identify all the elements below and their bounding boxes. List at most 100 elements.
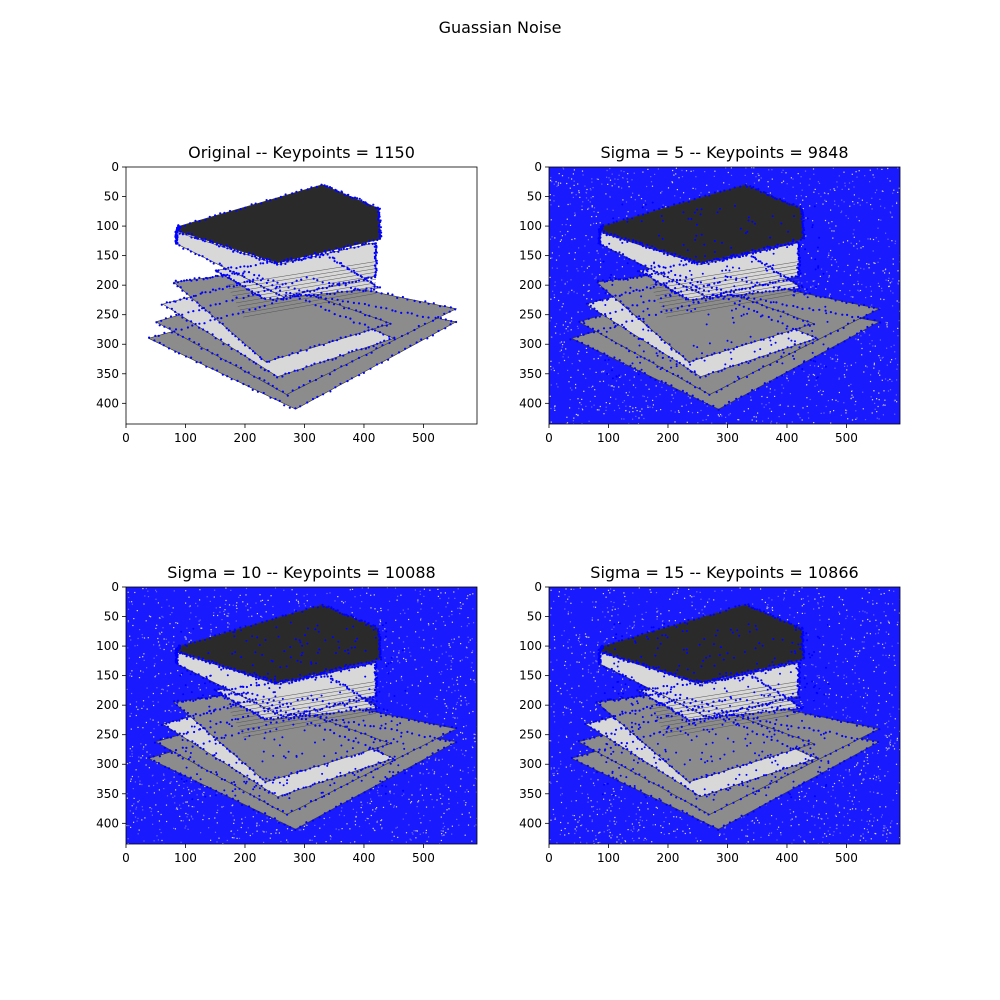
keypoint — [635, 288, 638, 291]
noise-speckle — [866, 202, 868, 204]
keypoint — [685, 392, 688, 395]
keypoint — [227, 343, 230, 346]
keypoint — [198, 326, 201, 329]
noise-speckle — [396, 702, 398, 704]
keypoint — [183, 296, 186, 299]
keypoint — [670, 366, 673, 369]
noise-speckle — [581, 209, 583, 211]
noise-speckle — [454, 597, 456, 599]
keypoint — [200, 237, 203, 240]
keypoint — [323, 249, 326, 252]
noise-speckle — [205, 687, 207, 689]
noise-speckle — [601, 183, 603, 185]
keypoint — [174, 310, 177, 313]
noise-speckle — [323, 817, 325, 820]
noise-speckle — [448, 655, 450, 657]
noise-speckle — [778, 416, 780, 418]
keypoint — [286, 258, 289, 261]
noise-speckle — [607, 183, 609, 185]
noise-speckle — [153, 644, 155, 646]
keypoint — [194, 219, 197, 222]
keypoint — [811, 330, 814, 332]
keypoint — [261, 277, 264, 280]
noise-speckle — [608, 373, 610, 375]
noise-speckle — [681, 405, 683, 407]
keypoint — [695, 261, 699, 264]
noise-speckle — [150, 732, 152, 734]
noise-speckle — [812, 280, 814, 282]
keypoint — [248, 280, 251, 284]
keypoint — [372, 239, 375, 242]
noise-speckle — [554, 326, 556, 328]
noise-speckle — [445, 711, 447, 714]
noise-speckle — [574, 212, 576, 214]
noise-speckle — [423, 815, 425, 817]
keypoint — [228, 276, 231, 279]
noise-speckle — [878, 399, 880, 401]
keypoint — [339, 315, 342, 318]
keypoint — [656, 365, 659, 368]
noise-speckle — [873, 364, 875, 366]
keypoint — [752, 290, 755, 293]
noise-speckle — [751, 167, 753, 169]
noise-speckle — [550, 257, 552, 259]
keypoint — [314, 378, 317, 382]
noise-speckle — [571, 317, 573, 319]
noise-speckle — [610, 396, 612, 398]
noise-speckle — [465, 738, 467, 740]
keypoint — [599, 298, 602, 302]
keypoint — [611, 369, 613, 372]
keypoint — [377, 217, 380, 221]
noise-speckle — [161, 631, 163, 633]
noise-speckle — [814, 365, 816, 367]
keypoint — [291, 352, 294, 355]
noise-speckle — [673, 389, 675, 391]
noise-speckle — [411, 684, 413, 686]
noise-speckle — [804, 273, 806, 275]
keypoint — [605, 289, 608, 292]
keypoint — [254, 362, 258, 365]
noise-speckle — [561, 346, 563, 348]
noise-speckle — [753, 416, 755, 418]
keypoint — [380, 361, 383, 364]
noise-speckle — [391, 831, 393, 833]
noise-speckle — [567, 356, 569, 358]
noise-speckle — [584, 245, 586, 247]
y-tick-label: 0 — [534, 160, 542, 174]
noise-speckle — [758, 180, 760, 182]
keypoint — [604, 292, 607, 295]
noise-speckle — [314, 824, 316, 826]
noise-speckle — [713, 175, 715, 177]
noise-speckle — [245, 831, 247, 833]
noise-speckle — [550, 421, 552, 423]
keypoint — [699, 376, 702, 379]
keypoint — [148, 336, 151, 339]
keypoint — [689, 258, 692, 261]
keypoint — [678, 352, 681, 355]
keypoint — [610, 248, 613, 251]
keypoint — [339, 382, 342, 385]
keypoint — [374, 242, 377, 245]
keypoint — [365, 287, 368, 290]
keypoint — [872, 306, 875, 309]
keypoint — [703, 391, 707, 394]
noise-speckle — [572, 173, 574, 175]
keypoint — [331, 256, 334, 259]
noise-speckle — [419, 788, 422, 790]
keypoint — [837, 343, 840, 346]
keypoint — [576, 340, 579, 343]
noise-speckle — [449, 646, 451, 648]
keypoint — [400, 334, 404, 338]
noise-speckle — [815, 287, 817, 289]
keypoint — [758, 368, 761, 371]
noise-speckle — [235, 611, 238, 613]
keypoint — [313, 362, 316, 365]
noise-speckle — [870, 204, 872, 206]
keypoint — [660, 283, 663, 286]
keypoint — [645, 286, 649, 289]
keypoint — [214, 274, 217, 277]
noise-speckle — [887, 390, 890, 392]
keypoint — [367, 276, 370, 279]
noise-speckle — [408, 824, 410, 826]
noise-speckle — [836, 181, 838, 183]
